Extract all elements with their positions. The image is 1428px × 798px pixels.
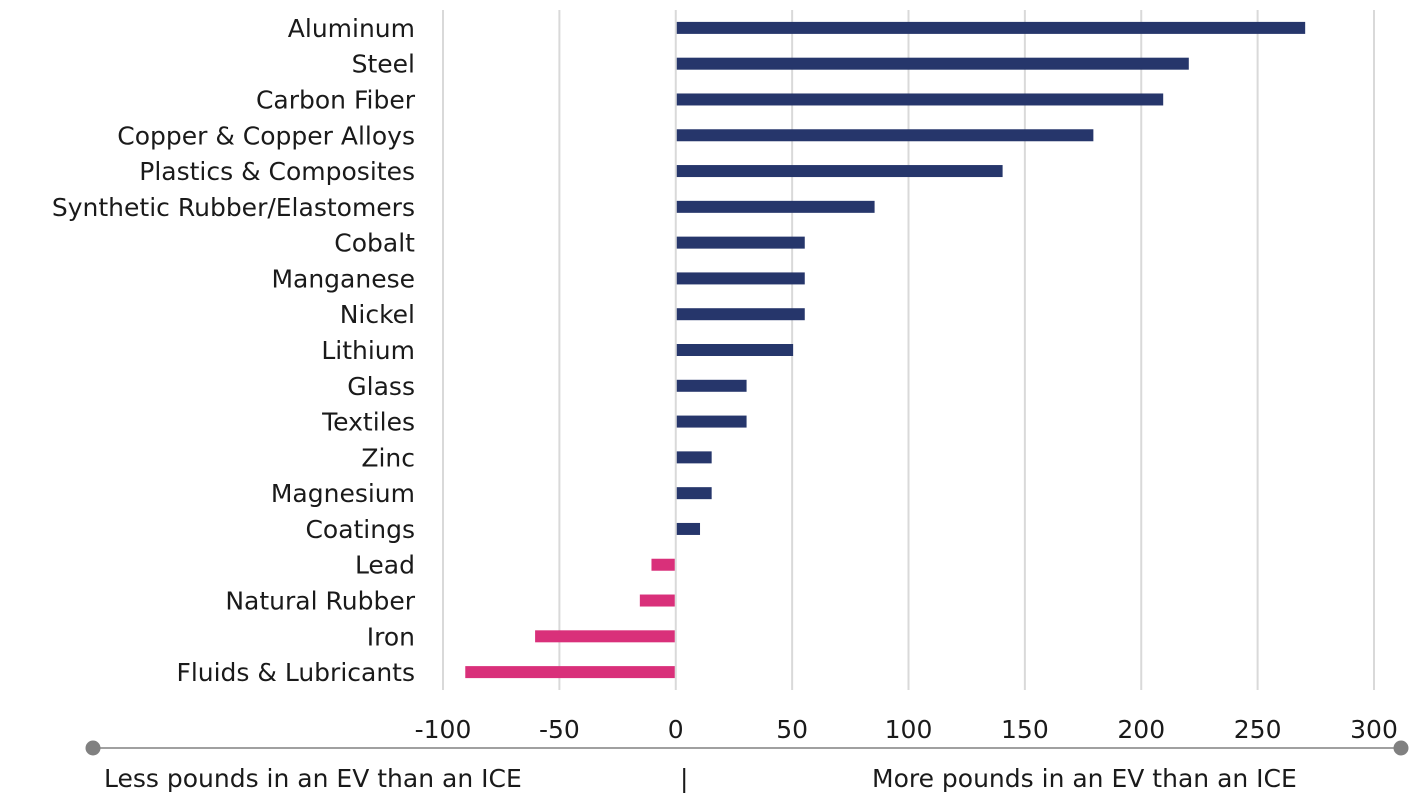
bar (676, 487, 712, 500)
x-tick-label: 0 (668, 715, 684, 744)
category-labels: Aluminum Steel Carbon Fiber Copper & Copper… (52, 14, 416, 687)
category-label: Carbon Fiber (256, 85, 416, 114)
bar (676, 272, 805, 285)
bars (465, 21, 1306, 679)
bar (639, 594, 675, 607)
x-tick-label: 250 (1234, 715, 1282, 744)
bar (676, 57, 1189, 70)
category-label: Steel (352, 50, 415, 79)
direction-axis-left-end-dot (85, 740, 101, 756)
x-tick-label: 150 (1001, 715, 1049, 744)
x-tick-label: 300 (1350, 715, 1398, 744)
direction-axis (85, 740, 1409, 756)
category-label: Fluids & Lubricants (176, 658, 415, 687)
x-tick-label: 100 (885, 715, 933, 744)
category-label: Zinc (361, 443, 415, 472)
footer-right-label: More pounds in an EV than an ICE (872, 764, 1297, 793)
category-label: Synthetic Rubber/Elastomers (52, 193, 415, 222)
category-label: Coatings (305, 515, 415, 544)
category-label: Copper & Copper Alloys (117, 121, 415, 150)
bar (676, 236, 805, 249)
bar (676, 522, 701, 535)
footer-divider: | (680, 764, 689, 793)
bar (465, 666, 675, 679)
bar (676, 165, 1003, 178)
x-tick-label: 50 (776, 715, 808, 744)
bar (676, 129, 1094, 142)
x-tick-label: 200 (1117, 715, 1165, 744)
bar (676, 200, 875, 213)
category-label: Glass (347, 372, 415, 401)
category-label: Aluminum (288, 14, 415, 43)
bar (676, 451, 712, 464)
category-label: Manganese (271, 264, 415, 293)
category-label: Cobalt (334, 229, 415, 258)
gridlines (442, 10, 1375, 690)
x-tick-label: -50 (539, 715, 580, 744)
bar (676, 308, 805, 321)
bar (676, 415, 747, 428)
category-label: Lead (355, 551, 415, 580)
bar (676, 379, 747, 392)
bar (651, 558, 675, 571)
category-label: Nickel (340, 300, 415, 329)
x-tick-label: -100 (415, 715, 472, 744)
bar (676, 344, 794, 356)
x-axis-tick-labels: -100 -50 0 50 100 150 200 250 300 (415, 715, 1398, 744)
category-label: Textiles (321, 408, 415, 437)
category-label: Natural Rubber (225, 587, 415, 616)
bar (676, 93, 1164, 106)
category-label: Plastics & Composites (139, 157, 415, 186)
direction-axis-right-end-dot (1393, 740, 1409, 756)
category-label: Magnesium (271, 479, 415, 508)
bar (535, 630, 675, 643)
footer-left-label: Less pounds in an EV than an ICE (104, 764, 522, 793)
category-label: Iron (367, 622, 415, 651)
category-label: Lithium (321, 336, 415, 365)
bar (676, 21, 1306, 34)
